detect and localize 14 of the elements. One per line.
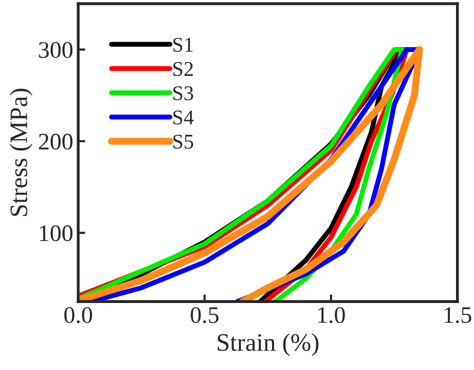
x-axis-title: Strain (%) [218, 333, 318, 356]
legend-label: S2 [173, 62, 193, 76]
x-tick-label: 0.5 [190, 307, 218, 324]
y-tick-label: 300 [39, 42, 72, 58]
legend-label: S5 [173, 134, 194, 149]
x-tick-label: 1.0 [318, 307, 345, 324]
y-tick-label: 200 [38, 134, 72, 150]
y-tick-label: 100 [40, 225, 72, 242]
legend-label: S1 [173, 38, 193, 52]
x-tick-label: 0.0 [64, 307, 92, 324]
y-axis-title: Stress (MPa) [10, 88, 32, 216]
x-tick-label: 1.5 [444, 307, 472, 324]
legend-label: S4 [173, 110, 194, 125]
legend-label: S3 [173, 86, 194, 100]
